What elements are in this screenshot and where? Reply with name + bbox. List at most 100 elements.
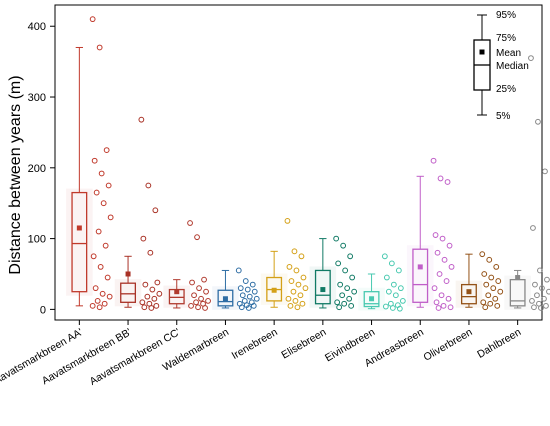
data-point <box>535 118 541 125</box>
data-point <box>139 299 146 306</box>
box-halo <box>66 188 93 296</box>
data-point <box>388 260 395 267</box>
data-point <box>433 299 440 306</box>
legend-label: 95% <box>496 10 516 21</box>
data-point <box>91 157 98 164</box>
data-point <box>431 285 438 292</box>
series-group <box>163 220 211 311</box>
data-point <box>493 264 500 270</box>
data-point <box>287 302 294 309</box>
y-tick-label: 200 <box>28 163 46 175</box>
y-tick-label: 400 <box>28 21 46 33</box>
data-point <box>187 220 193 226</box>
data-point <box>486 256 493 263</box>
data-point <box>383 274 390 281</box>
data-point <box>445 295 452 302</box>
data-point <box>298 253 305 260</box>
data-point <box>196 285 202 292</box>
series-group <box>309 235 358 311</box>
data-point <box>245 305 252 311</box>
series-group <box>455 251 504 311</box>
data-point <box>430 157 437 164</box>
data-point <box>145 182 152 189</box>
data-point <box>485 292 492 299</box>
data-point <box>144 293 151 300</box>
data-point <box>481 271 488 277</box>
series-group <box>504 55 550 311</box>
data-point <box>297 292 304 299</box>
data-point <box>96 44 103 51</box>
data-point <box>495 278 502 284</box>
data-point <box>447 304 454 311</box>
data-point <box>142 281 149 288</box>
data-point <box>483 281 490 288</box>
data-point <box>480 299 487 306</box>
data-point <box>148 305 155 311</box>
data-point <box>529 297 535 304</box>
data-point <box>537 267 543 274</box>
x-tick-label: Aavatsmarkbreen CC' <box>88 326 183 388</box>
data-point <box>436 271 443 277</box>
data-point <box>532 281 538 288</box>
data-point <box>188 302 194 309</box>
data-point <box>153 302 160 309</box>
data-point <box>149 286 156 293</box>
data-point <box>392 292 399 299</box>
series-group <box>260 217 309 311</box>
x-tick-label: Oliverbreen <box>421 326 474 364</box>
data-point <box>291 248 298 255</box>
data-point <box>237 285 244 292</box>
data-point <box>492 295 499 302</box>
data-point <box>531 304 537 311</box>
data-point <box>147 249 154 256</box>
mean-marker <box>174 289 180 295</box>
data-point <box>98 170 105 177</box>
iqr-box <box>217 289 234 307</box>
plot-frame <box>54 4 543 321</box>
data-point <box>99 290 106 297</box>
data-point <box>286 264 293 270</box>
data-point <box>544 276 550 283</box>
data-point <box>100 200 107 207</box>
series-group <box>212 267 260 311</box>
data-point <box>138 116 145 123</box>
data-point <box>93 189 100 196</box>
data-point <box>333 235 340 242</box>
data-point <box>334 299 341 306</box>
data-point <box>351 288 358 295</box>
data-point <box>95 228 102 235</box>
data-point <box>482 304 489 311</box>
data-point <box>479 251 486 258</box>
x-tick-label: Aavatsmarkbreen BB' <box>40 326 134 387</box>
data-point <box>103 147 110 154</box>
data-point <box>195 304 201 311</box>
data-point <box>446 242 453 249</box>
x-tick-label: Elisebreen <box>279 326 328 361</box>
data-point <box>440 302 447 309</box>
x-tick-label: Dahlbreen <box>475 326 523 361</box>
data-point <box>490 285 497 292</box>
data-point <box>290 288 297 295</box>
data-point <box>543 302 549 309</box>
data-point <box>238 304 245 311</box>
data-point <box>397 285 404 292</box>
data-point <box>102 242 109 249</box>
data-point <box>250 302 257 309</box>
data-point <box>246 293 253 300</box>
data-point <box>105 182 112 189</box>
data-point <box>342 267 349 274</box>
data-point <box>253 295 260 302</box>
legend-label: 5% <box>496 111 511 122</box>
data-point <box>191 292 197 299</box>
data-point <box>538 305 544 311</box>
y-tick-label: 0 <box>40 304 46 316</box>
data-point <box>235 267 242 274</box>
data-point <box>300 274 307 281</box>
data-point <box>542 168 548 175</box>
data-point <box>541 295 547 302</box>
data-point <box>140 235 147 242</box>
box-halo <box>163 285 191 308</box>
data-point <box>154 279 161 286</box>
